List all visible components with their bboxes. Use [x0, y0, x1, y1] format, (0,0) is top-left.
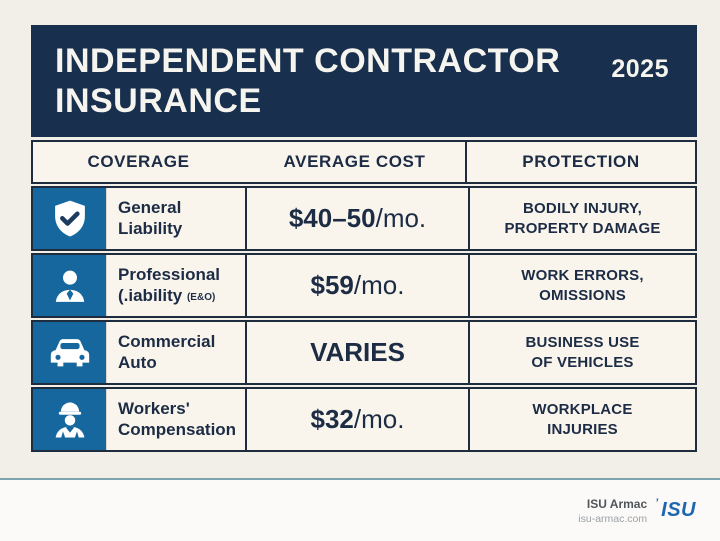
protection-label: BUSINESS USE OF VEHICLES	[468, 322, 695, 383]
table-row: General Liability $40–50/mo. BODILY INJU…	[31, 186, 697, 251]
protection-line2: OMISSIONS	[539, 286, 626, 304]
protection-label: WORK ERRORS, OMISSIONS	[468, 255, 695, 316]
average-cost-value: $59/mo.	[245, 255, 468, 316]
coverage-line1: Professional	[118, 265, 221, 285]
cost-suffix: /mo.	[353, 270, 405, 300]
protection-line1: BODILY INJURY,	[523, 200, 642, 217]
coverage-line1: Commercial	[118, 332, 216, 352]
protection-line2: PROPERTY DAMAGE	[504, 219, 661, 237]
year-label: 2025	[611, 55, 669, 83]
cost-amount: $32	[310, 404, 354, 434]
table-row: Commercial Auto VARIES BUSINESS USE OF V…	[31, 320, 697, 385]
cost-amount: $40–50	[288, 203, 376, 233]
protection-line1: BUSINESS USE	[525, 334, 640, 351]
footer-bar: ISU Armac isu-armac.com ’ ISU	[0, 478, 720, 541]
average-cost-value: $40–50/mo.	[245, 188, 468, 249]
cost-suffix: /mo.	[353, 404, 405, 434]
footer-text-block: ISU Armac isu-armac.com	[578, 497, 647, 525]
protection-line1: WORK ERRORS,	[521, 267, 644, 284]
coverage-label: General Liability	[107, 188, 245, 249]
car-icon	[33, 322, 107, 383]
company-name: ISU Armac	[586, 496, 648, 511]
table-header-row: COVERAGE AVERAGE COST PROTECTION	[31, 140, 697, 184]
coverage-label: Commercial Auto	[107, 322, 245, 383]
page-title-line2: INSURANCE	[55, 82, 262, 121]
protection-label: WORKPLACE INJURIES	[468, 389, 695, 450]
protection-line1: WORKPLACE	[532, 401, 633, 418]
coverage-line1: General	[118, 198, 182, 218]
protection-line2: OF VEHICLES	[531, 353, 634, 371]
page-title: INDEPENDENT CONTRACTOR INSURANCE	[55, 41, 677, 121]
cost-amount: $59	[310, 270, 354, 300]
coverage-line2: Auto	[118, 352, 157, 372]
coverage-label: Workers' Compensation	[107, 389, 245, 450]
person-tie-icon	[33, 255, 107, 316]
shield-check-icon	[33, 188, 107, 249]
coverage-note: (E&O)	[186, 291, 216, 303]
column-header-average-cost: AVERAGE COST	[283, 152, 426, 171]
website-url: isu-armac.com	[578, 512, 648, 525]
construction-worker-icon	[33, 389, 107, 450]
coverage-line1: Workers'	[118, 399, 190, 419]
title-banner: INDEPENDENT CONTRACTOR INSURANCE 2025	[31, 25, 697, 137]
protection-line2: INJURIES	[547, 420, 618, 438]
protection-label: BODILY INJURY, PROPERTY DAMAGE	[468, 188, 695, 249]
infographic-card: INDEPENDENT CONTRACTOR INSURANCE 2025 CO…	[31, 25, 697, 452]
average-cost-value: $32/mo.	[245, 389, 468, 450]
column-header-protection: PROTECTION	[465, 142, 695, 182]
column-header-coverage: COVERAGE	[87, 152, 190, 171]
table-row: Workers' Compensation $32/mo. WORKPLACE …	[31, 387, 697, 452]
average-cost-value: VARIES	[245, 322, 468, 383]
table-row: Professional (.iability (E&O) $59/mo. WO…	[31, 253, 697, 318]
isu-logo-mark: ’	[655, 497, 659, 509]
isu-logo: ’ ISU	[655, 497, 696, 521]
coverage-line2: (.iability (E&O)	[118, 285, 216, 305]
cost-amount: VARIES	[310, 337, 405, 367]
coverage-label: Professional (.iability (E&O)	[107, 255, 245, 316]
coverage-line2: Compensation	[118, 419, 237, 439]
page-title-line1: INDEPENDENT CONTRACTOR	[55, 42, 561, 80]
coverage-line2: Liability	[118, 218, 183, 238]
cost-suffix: /mo.	[375, 203, 427, 233]
